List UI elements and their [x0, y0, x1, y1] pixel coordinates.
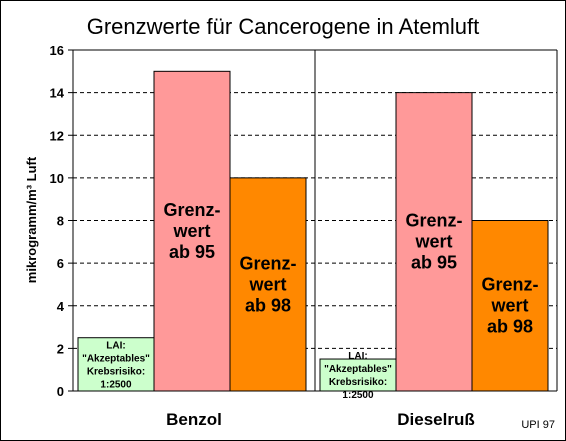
bar	[229, 177, 307, 392]
bar-label: Grenz-	[481, 275, 538, 295]
bar-label: wert	[490, 296, 528, 316]
y-tick-label: 16	[50, 43, 64, 58]
bar-label: Krebsrisiko:	[329, 377, 387, 388]
bar-label: "Akzeptables"	[82, 353, 150, 364]
y-axis-label: mikrogramm/m³ Luft	[24, 156, 39, 283]
y-tick-label: 0	[57, 384, 64, 399]
y-tick-label: 2	[57, 341, 64, 356]
x-category-labels: Benzol Dieselruß	[166, 410, 475, 429]
bars: LAI: "Akzeptables" Krebsrisiko: 1:2500 Grenz…	[77, 70, 549, 401]
bar-label: ab 98	[487, 317, 533, 337]
y-tick-label: 12	[50, 128, 64, 143]
x-tick-label: Benzol	[166, 410, 222, 429]
x-tick-label: Dieselruß	[397, 410, 474, 429]
y-tick-label: 6	[57, 256, 64, 271]
bar-label: Grenz-	[163, 200, 220, 220]
bar-label: "Akzeptables"	[324, 364, 392, 375]
bar-label: ab 98	[245, 295, 291, 315]
bar-label: 1:2500	[342, 390, 374, 401]
bar-label: ab 95	[169, 242, 215, 262]
y-tick-label: 4	[57, 299, 65, 314]
y-tick-label: 14	[50, 86, 65, 101]
y-tick-labels: 0 2 4 6 8 10 12 14 16	[50, 43, 65, 399]
bar-label: 1:2500	[100, 379, 132, 390]
bar-label: Grenz-	[239, 253, 296, 273]
bar-label: wert	[414, 232, 452, 252]
source-note: UPI 97	[521, 419, 555, 431]
y-tick-label: 8	[57, 214, 64, 229]
chart-title: Grenzwerte für Cancerogene in Atemluft	[87, 14, 480, 39]
bar	[471, 220, 549, 392]
bar-label: wert	[248, 274, 286, 294]
bar-label: LAI:	[348, 351, 367, 362]
bar-label: Krebsrisiko:	[87, 366, 145, 377]
bar-label: LAI:	[106, 340, 125, 351]
bar	[319, 358, 397, 392]
bar-label: Grenz-	[405, 211, 462, 231]
y-tick-label: 10	[50, 171, 64, 186]
bar-label: ab 95	[411, 253, 457, 273]
axes	[68, 49, 558, 392]
bar-label: wert	[172, 221, 210, 241]
